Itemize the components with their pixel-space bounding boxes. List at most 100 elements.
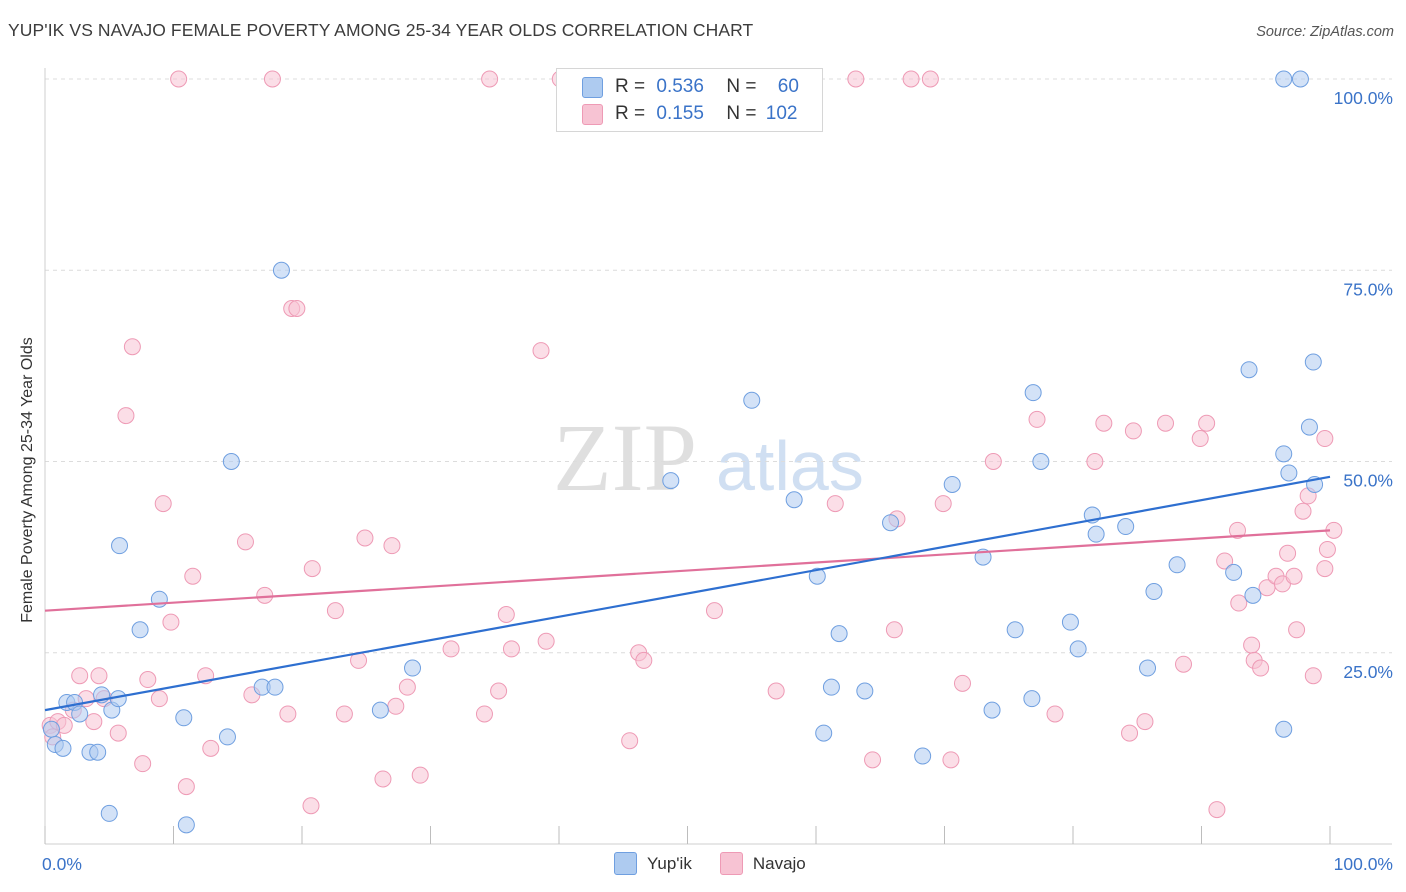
watermark: ZIP atlas: [553, 404, 864, 511]
y-tick-label: 50.0%: [1343, 471, 1393, 491]
yupik-point: [404, 659, 422, 677]
navajo-point: [117, 407, 135, 425]
navajo-point: [537, 632, 555, 650]
navajo-point: [134, 755, 152, 773]
yupik-point: [371, 701, 389, 719]
navajo-point: [934, 495, 952, 513]
navajo-point: [170, 70, 188, 88]
navajo-point: [202, 739, 220, 757]
yupik-point: [1139, 659, 1157, 677]
yupik-point: [266, 678, 284, 696]
navajo-point: [481, 70, 499, 88]
navajo-swatch: [582, 103, 603, 125]
navajo-point: [123, 338, 141, 356]
navajo-point: [1157, 414, 1175, 432]
series-legend: Yup'ik Navajo: [614, 852, 834, 875]
navajo-point: [1304, 667, 1322, 685]
navajo-point: [1230, 594, 1248, 612]
navajo-point: [1243, 636, 1261, 654]
navajo-point: [356, 529, 374, 547]
yupik-point: [177, 816, 195, 834]
yupik-point: [272, 261, 290, 279]
yupik-point: [222, 453, 240, 470]
yupik-legend-label: Yup'ik: [647, 853, 692, 873]
navajo-point: [288, 300, 306, 317]
navajo-point: [326, 602, 344, 620]
navajo-point: [942, 751, 960, 769]
navajo-point: [1318, 540, 1336, 558]
navajo-point: [1228, 521, 1246, 539]
y-axis-label: Female Poverty Among 25-34 Year Olds: [19, 337, 36, 623]
yupik-point: [1032, 453, 1050, 470]
yupik-point: [1145, 583, 1163, 601]
yupik-point: [1244, 586, 1262, 604]
navajo-point: [236, 533, 254, 551]
navajo-point: [1121, 724, 1139, 742]
navajo-points: [41, 70, 1343, 819]
yupik-swatch: [582, 76, 603, 98]
n-label: N =: [726, 103, 757, 124]
yupik-point: [1291, 70, 1309, 88]
navajo-point: [442, 640, 460, 658]
yupik-point: [1275, 720, 1293, 738]
yupik-point: [1024, 384, 1042, 402]
navajo-legend-swatch: [719, 852, 743, 875]
navajo-point: [150, 690, 168, 708]
stats-legend-row-yupik: R = 0.536 N = 60: [582, 76, 799, 98]
yupik-point: [822, 678, 840, 696]
navajo-point: [1086, 453, 1104, 470]
navajo-point: [85, 713, 103, 731]
y-tick-label: 100.0%: [1334, 88, 1393, 108]
yupik-point: [943, 475, 961, 493]
navajo-point: [139, 671, 157, 689]
navajo-point: [1288, 621, 1306, 639]
yupik-point: [42, 720, 60, 738]
navajo-point: [532, 342, 550, 360]
navajo-point: [635, 651, 653, 669]
navajo-r-value: 0.155: [656, 103, 704, 124]
yupik-point: [1280, 464, 1298, 482]
yupik-point: [662, 472, 680, 490]
navajo-point: [1279, 544, 1297, 562]
navajo-point: [154, 495, 172, 513]
yupik-trend-line: [44, 475, 1331, 712]
navajo-point: [374, 770, 392, 788]
navajo-point: [885, 621, 903, 639]
navajo-point: [847, 70, 865, 88]
yupik-point: [983, 701, 1001, 719]
navajo-point: [184, 567, 202, 585]
navajo-point: [502, 640, 520, 658]
yupik-point: [54, 739, 72, 757]
navajo-point: [1316, 560, 1334, 578]
n-label: N =: [726, 76, 757, 97]
navajo-point: [90, 667, 108, 685]
yupik-point: [89, 743, 107, 761]
navajo-point: [902, 70, 920, 88]
yupik-point: [1225, 563, 1243, 581]
navajo-point: [398, 678, 416, 696]
navajo-point: [1285, 567, 1303, 585]
navajo-point: [177, 778, 195, 796]
yupik-point: [914, 747, 932, 765]
navajo-point: [71, 667, 89, 685]
r-label: R =: [615, 76, 646, 97]
yupik-point: [1304, 353, 1322, 371]
navajo-point: [1208, 801, 1226, 819]
yupik-point: [1023, 690, 1041, 708]
yupik-point: [856, 682, 874, 700]
yupik-r-value: 0.536: [656, 76, 704, 97]
yupik-point: [830, 625, 848, 643]
source-credit: Source: ZipAtlas.com: [1256, 24, 1394, 40]
navajo-point: [1028, 410, 1046, 428]
yupik-point: [1006, 621, 1024, 639]
legend-item-yupik: Yup'ik: [614, 852, 692, 875]
navajo-point: [767, 682, 785, 700]
navajo-point: [303, 560, 321, 578]
navajo-point: [826, 495, 844, 513]
navajo-point: [475, 705, 493, 723]
yupik-point: [1069, 640, 1087, 658]
navajo-point: [1198, 414, 1216, 432]
navajo-point: [705, 602, 723, 620]
navajo-point: [921, 70, 939, 88]
